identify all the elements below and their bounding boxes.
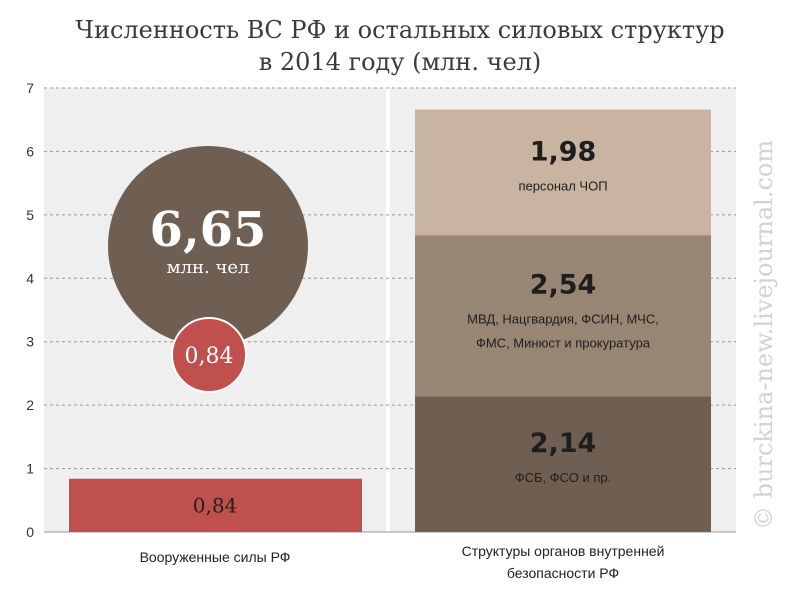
y-tick-label: 1	[26, 461, 34, 477]
bubble-total-value: 6,65	[150, 202, 267, 258]
watermark: © burckina-new.livejournal.com	[750, 140, 778, 530]
y-tick-label: 3	[26, 334, 34, 350]
stack-label-0: ФСБ, ФСО и пр.	[515, 470, 612, 485]
bubble-total-unit: млн. чел	[167, 257, 250, 278]
bubble-army-value: 0,84	[185, 344, 234, 369]
chart-title: Численность ВС РФ и остальных силовых ст…	[0, 14, 800, 78]
x-category-label: безопасности РФ	[507, 565, 619, 581]
chart-title-line-2: в 2014 году (млн. чел)	[258, 48, 542, 76]
x-category-label: Структуры органов внутренней	[462, 543, 665, 559]
stack-segment-1	[415, 235, 711, 397]
stack-label-1: МВД, Нацгвардия, ФСИН, МЧС,	[467, 312, 659, 327]
mark-layer: 0,84 2,14 ФСБ, ФСО и пр. 2,54 МВД, Нацгварди…	[69, 109, 711, 581]
stack-value-0: 2,14	[530, 428, 597, 459]
bubble-total	[108, 146, 308, 346]
y-tick-label: 2	[26, 397, 34, 413]
stack-segment-0	[415, 396, 711, 532]
y-tick-label: 4	[26, 270, 34, 286]
y-tick-label: 0	[26, 524, 34, 540]
y-tick-label: 6	[26, 143, 34, 159]
stack-segment-2	[415, 109, 711, 236]
bar-army	[69, 478, 362, 532]
y-tick-label: 5	[26, 207, 34, 223]
stack-label-1: ФМС, Минюст и прокуратура	[476, 336, 651, 351]
chart-title-line-1: Численность ВС РФ и остальных силовых ст…	[75, 16, 725, 44]
stack-value-1: 2,54	[530, 270, 597, 301]
x-category-label: Вооруженные силы РФ	[140, 549, 291, 565]
stack-label-2: персонал ЧОП	[518, 178, 607, 193]
bar-army-label: 0,84	[193, 493, 238, 517]
stack-value-2: 1,98	[530, 136, 597, 167]
bubble-army	[171, 317, 247, 393]
y-tick-label: 7	[26, 80, 34, 96]
